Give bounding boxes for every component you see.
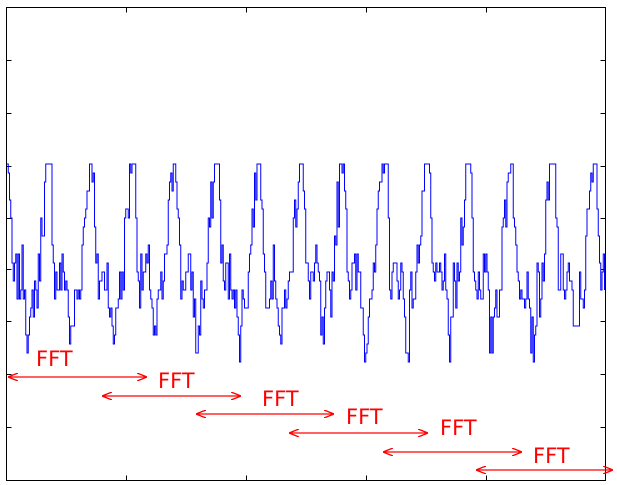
fft-window-label-3: FFT: [262, 387, 299, 411]
fft-window-label-2: FFT: [158, 369, 195, 393]
fft-windows: FFT FFT FFT FFT FFT FFT: [9, 347, 612, 470]
fft-window-2: FFT: [103, 369, 240, 396]
signal-waveform: [7, 163, 605, 363]
plot-frame: [6, 7, 606, 481]
fft-window-label-5: FFT: [440, 416, 477, 440]
fft-window-label-1: FFT: [36, 347, 73, 371]
fft-window-4: FFT: [290, 405, 427, 433]
fft-window-label-6: FFT: [533, 444, 570, 468]
fft-window-5: FFT: [384, 416, 521, 452]
fft-window-label-4: FFT: [346, 405, 383, 429]
fft-window-1: FFT: [9, 347, 146, 377]
fft-window-3: FFT: [197, 387, 333, 414]
fft-window-6: FFT: [477, 444, 612, 470]
